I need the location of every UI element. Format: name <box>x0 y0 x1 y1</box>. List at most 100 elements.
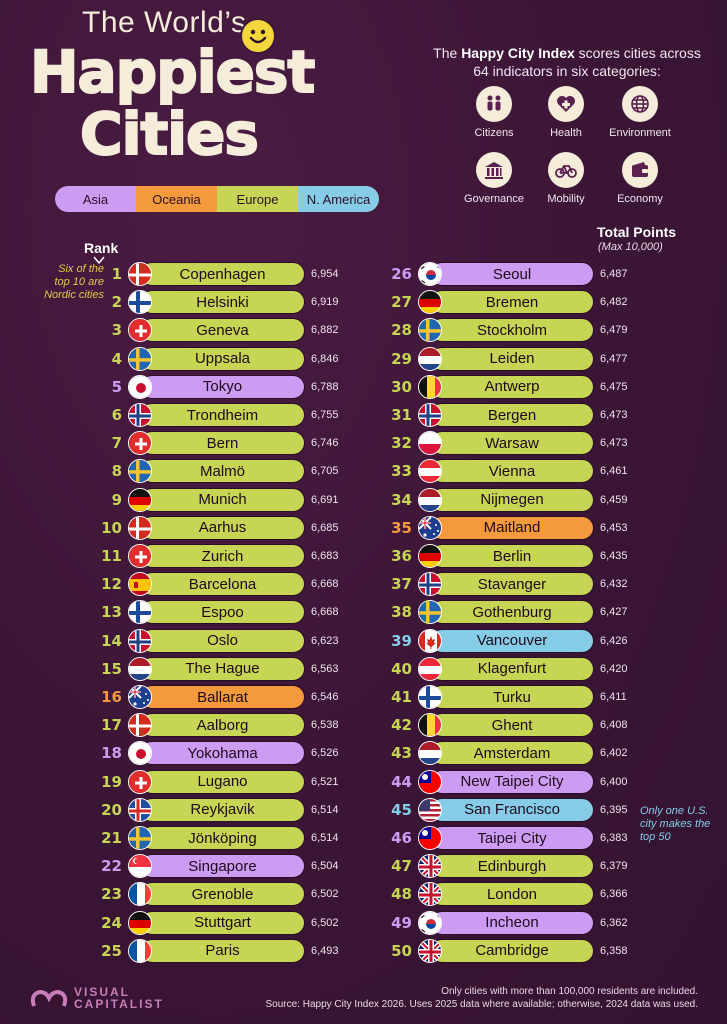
poland-flag-icon <box>418 431 442 456</box>
city-rank: 20 <box>101 800 122 819</box>
austria-flag-icon <box>418 656 442 681</box>
city-points: 6,479 <box>600 324 628 337</box>
city-points: 6,432 <box>600 578 628 591</box>
city-name: Berlin <box>430 544 594 568</box>
finland-flag-icon <box>128 600 152 625</box>
city-row: 43 Amsterdam 6,402 <box>0 741 727 766</box>
city-name: Incheon <box>430 910 594 935</box>
city-name: Zurich <box>140 544 305 568</box>
city-row: 40 Klagenfurt 6,420 <box>0 656 727 681</box>
logo-mark-icon <box>30 989 68 1007</box>
city-row: 36 Berlin 6,435 <box>0 544 727 568</box>
city-rank: 13 <box>101 603 122 622</box>
city-rank: 4 <box>111 349 122 368</box>
city-rank: 50 <box>391 941 412 960</box>
city-rank: 43 <box>391 744 412 763</box>
city-rank: 3 <box>111 321 122 340</box>
city-rank: 48 <box>391 885 412 904</box>
netherlands-flag-icon <box>418 487 442 512</box>
total-points-subheader: (Max 10,000) <box>598 241 663 253</box>
globe-icon <box>622 86 658 122</box>
title-line-2: Happiest <box>29 37 316 107</box>
city-rank: 16 <box>101 688 122 706</box>
city-row: 31 Bergen 6,473 <box>0 403 727 427</box>
city-name: San Francisco <box>430 797 594 822</box>
singapore-flag-icon <box>128 854 152 879</box>
city-rank: 36 <box>391 547 412 565</box>
switzerland-flag-icon <box>128 318 152 343</box>
austria-flag-icon <box>418 459 442 484</box>
city-points: 6,453 <box>600 521 628 534</box>
city-points: 6,846 <box>311 352 339 365</box>
taiwan-flag-icon <box>418 769 442 794</box>
city-row: 9 Munich 6,691 <box>0 487 727 512</box>
city-row: 16 Ballarat 6,546 <box>0 685 727 709</box>
city-row: 4 Uppsala 6,846 <box>0 346 727 371</box>
finland-flag-icon <box>128 290 152 315</box>
city-row: 29 Leiden 6,477 <box>0 346 727 371</box>
city-rank: 15 <box>101 659 122 678</box>
city-points: 6,411 <box>600 691 627 703</box>
city-name: The Hague <box>140 656 305 681</box>
city-row: 26 Seoul 6,487 <box>0 262 727 286</box>
city-name: Taipei City <box>430 826 594 850</box>
city-points: 6,420 <box>600 662 628 675</box>
city-row: 24 Stuttgart 6,502 <box>0 910 727 935</box>
switzerland-flag-icon <box>128 431 152 456</box>
city-row: 33 Vienna 6,461 <box>0 459 727 484</box>
australia-flag-icon <box>418 515 442 540</box>
city-name: Barcelona <box>140 572 305 597</box>
city-name: Yokohama <box>140 741 305 766</box>
city-points: 6,514 <box>311 803 339 816</box>
netherlands-flag-icon <box>418 741 442 766</box>
netherlands-flag-icon <box>128 656 152 681</box>
city-row: 41 Turku 6,411 <box>0 685 727 709</box>
city-row: 46 Taipei City 6,383 <box>0 826 727 850</box>
city-name: London <box>430 882 594 907</box>
city-name: Gothenburg <box>430 600 594 625</box>
city-rank: 14 <box>101 631 122 650</box>
city-name: Helsinki <box>140 290 305 315</box>
germany-flag-icon <box>128 910 152 935</box>
city-row: 12 Barcelona 6,668 <box>0 572 727 597</box>
city-rank: 35 <box>391 518 412 537</box>
city-rank: 29 <box>391 349 412 368</box>
city-points: 6,882 <box>311 324 339 337</box>
visual-capitalist-logo: VISUAL CAPITALIST <box>30 986 164 1010</box>
city-points: 6,408 <box>600 719 628 732</box>
sweden-flag-icon <box>418 318 442 343</box>
city-row: 22 Singapore 6,504 <box>0 854 727 879</box>
netherlands-flag-icon <box>418 346 442 371</box>
rank-arrow-icon <box>93 256 105 264</box>
city-rank: 45 <box>391 800 412 819</box>
city-points: 6,919 <box>311 296 339 309</box>
city-rank: 1 <box>111 265 122 283</box>
city-rank: 9 <box>111 490 122 509</box>
people-icon <box>476 86 512 122</box>
city-points: 6,358 <box>600 944 628 957</box>
city-rank: 10 <box>101 518 122 537</box>
category-health: Health <box>526 86 606 139</box>
city-name: Klagenfurt <box>430 656 594 681</box>
city-points: 6,400 <box>600 775 628 788</box>
uk-flag-icon <box>418 854 442 879</box>
city-points: 6,954 <box>311 268 339 280</box>
city-points: 6,668 <box>311 578 339 591</box>
city-points: 6,493 <box>311 944 339 957</box>
city-rank: 31 <box>391 406 412 424</box>
city-name: Paris <box>140 938 305 963</box>
city-rank: 37 <box>391 575 412 594</box>
city-name: Stavanger <box>430 572 594 597</box>
city-row: 25 Paris 6,493 <box>0 938 727 963</box>
legend-north-america: N. America <box>298 186 379 212</box>
city-name: Aarhus <box>140 515 305 540</box>
city-rank: 41 <box>391 688 412 706</box>
city-rank: 44 <box>391 772 412 791</box>
city-points: 6,475 <box>600 380 628 393</box>
city-row: 32 Warsaw 6,473 <box>0 431 727 456</box>
rank-header: Rank <box>84 240 119 256</box>
city-name: Vancouver <box>430 628 594 653</box>
city-name: Grenoble <box>140 882 305 907</box>
city-row: 8 Malmö 6,705 <box>0 459 727 484</box>
city-rank: 24 <box>101 913 122 932</box>
